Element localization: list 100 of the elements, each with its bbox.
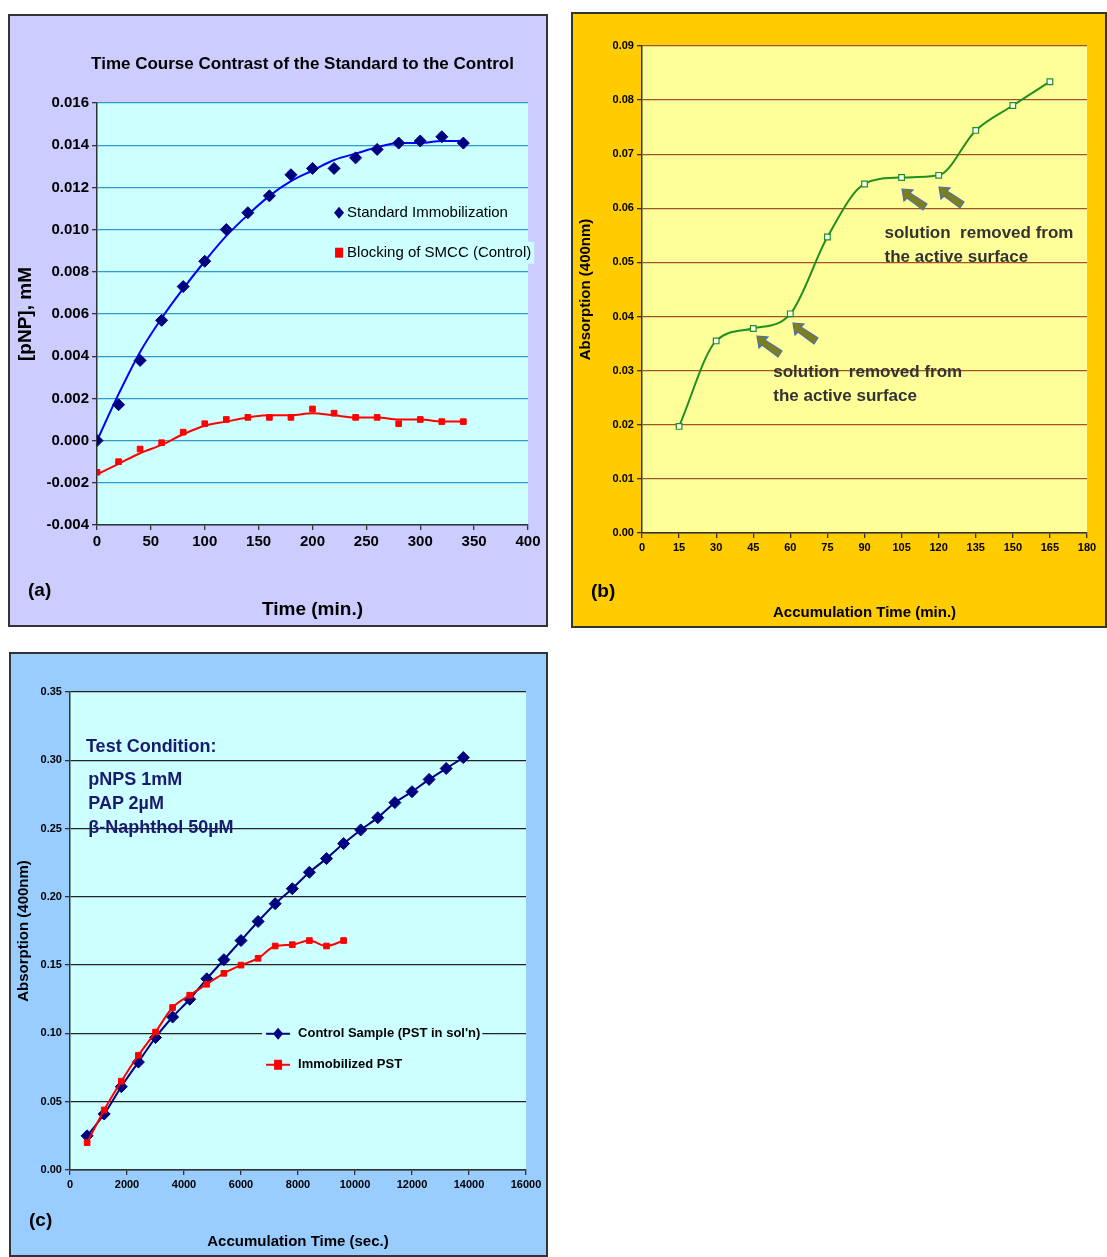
x-axis-title: Accumulation Time (sec.): [207, 1232, 389, 1250]
point: [898, 174, 906, 181]
x-tick-label: 8000: [285, 1177, 311, 1190]
annotation: PAP 2µM: [88, 793, 164, 814]
legend-label: Immobilized PST: [298, 1056, 403, 1072]
point: [217, 953, 231, 967]
point: [285, 882, 299, 896]
x-tick-label: 50: [142, 532, 160, 550]
x-tick-label: 165: [1040, 540, 1060, 553]
y-tick-label: 0.006: [51, 304, 89, 322]
point: [237, 961, 245, 969]
y-tick-label: 0.008: [51, 261, 89, 279]
point: [413, 134, 427, 148]
x-tick-label: 300: [407, 532, 433, 550]
point: [306, 937, 313, 944]
point: [786, 310, 794, 318]
y-tick-label: 0.01: [612, 471, 634, 484]
x-tick-label: 120: [929, 540, 948, 553]
point: [327, 161, 341, 175]
x-tick-label: 75: [821, 540, 834, 553]
point: [306, 161, 319, 175]
point: [176, 280, 190, 294]
y-tick-label: 0.016: [51, 93, 89, 111]
point: [340, 937, 347, 944]
text: (a): [28, 579, 52, 601]
x-tick-label: 250: [353, 532, 379, 550]
x-tick-label: 15: [672, 540, 686, 553]
y-tick-label: 0.09: [612, 39, 634, 52]
y-tick-label: 0.02: [612, 417, 634, 430]
point: [201, 420, 209, 428]
y-axis-title: Absorption (400nm): [576, 218, 594, 361]
point: [166, 1010, 180, 1024]
x-tick-label: 12000: [396, 1177, 428, 1190]
point: [388, 796, 402, 810]
y-tick-label: 0.03: [612, 363, 634, 376]
point: [438, 418, 446, 425]
y-tick-label: 0.15: [40, 958, 62, 971]
point: [112, 398, 126, 412]
point: [220, 970, 228, 977]
point: [749, 325, 757, 332]
point: [309, 405, 316, 413]
point: [135, 1051, 142, 1059]
point: [155, 313, 169, 327]
y-tick-label: 0.00: [40, 1163, 62, 1176]
y-tick-label: -0.004: [46, 515, 90, 533]
point: [302, 865, 316, 879]
point: [323, 942, 330, 950]
point: [83, 1139, 91, 1147]
y-tick-label: 0.010: [51, 219, 89, 237]
point: [823, 233, 831, 241]
x-tick-label: 90: [858, 540, 871, 553]
point: [222, 416, 230, 423]
point: [435, 130, 449, 144]
point: [354, 823, 368, 837]
y-tick-label: 0.20: [40, 889, 62, 902]
point: [136, 445, 144, 453]
point: [392, 136, 406, 150]
point: [395, 420, 403, 428]
point: [198, 254, 212, 268]
point: [370, 142, 384, 156]
point: [287, 414, 295, 421]
x-tick-label: 180: [1077, 540, 1097, 553]
point: [337, 837, 351, 851]
text: (c): [29, 1209, 53, 1231]
point: [935, 171, 943, 179]
x-tick-label: 200: [299, 532, 326, 550]
point: [244, 414, 252, 421]
point: [179, 428, 187, 436]
point: [234, 934, 248, 948]
point: [972, 126, 980, 134]
x-tick-label: 14000: [453, 1177, 485, 1190]
point: [254, 954, 262, 962]
point: [371, 811, 385, 825]
point: [203, 980, 211, 988]
point: [416, 416, 424, 423]
x-tick-label: 105: [892, 540, 911, 553]
point: [349, 151, 363, 165]
x-tick-label: 0: [66, 1177, 74, 1190]
point: [271, 942, 279, 950]
point: [405, 785, 419, 799]
y-tick-label: 0.002: [51, 388, 89, 406]
point: [186, 991, 194, 999]
y-tick-label: 0.000: [51, 430, 89, 448]
point: [266, 414, 273, 421]
point: [133, 353, 147, 367]
legend-label: Blocking of SMCC (Control): [347, 242, 532, 260]
x-tick-label: 16000: [510, 1177, 542, 1190]
point: [320, 852, 333, 866]
x-axis-title: Accumulation Time (min.): [772, 603, 957, 621]
annotation: solution removed from the active surface: [884, 223, 1074, 267]
y-axis-title: Absorption (400nm): [14, 860, 32, 1002]
x-tick-label: 0: [92, 532, 102, 550]
x-tick-label: 150: [246, 532, 272, 550]
point: [158, 439, 165, 447]
y-tick-label: 0.04: [612, 309, 635, 322]
x-tick-label: 4000: [171, 1177, 197, 1190]
y-tick-label: 0.30: [40, 753, 62, 766]
text: (b): [591, 580, 616, 602]
x-tick-label: 30: [710, 540, 723, 553]
y-tick-label: 0.014: [51, 135, 90, 153]
